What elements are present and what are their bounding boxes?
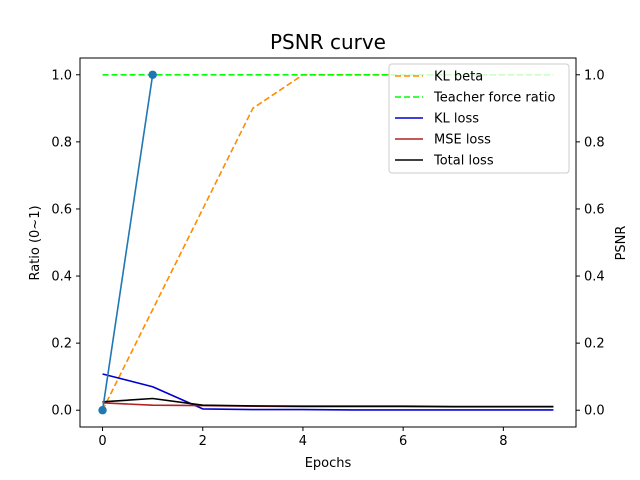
- y2-tick-label: 1.0: [584, 68, 605, 83]
- x-axis-label: Epochs: [305, 456, 352, 471]
- legend-label-kl-beta: KL beta: [434, 70, 483, 85]
- x-tick-label: 4: [299, 434, 307, 449]
- x-tick-label: 6: [399, 434, 407, 449]
- plot-frame: [79, 57, 577, 428]
- legend-label-mse-loss: MSE loss: [434, 133, 491, 148]
- series-line-kl-loss: [102, 373, 554, 411]
- x-tick-label: 0: [98, 434, 106, 449]
- y-tick-label: 0.2: [51, 337, 72, 352]
- y2-tick-label: 0.2: [584, 337, 605, 352]
- legend-label-total-loss: Total loss: [433, 154, 494, 169]
- y-tick-label: 0.4: [51, 270, 72, 285]
- y-tick-label: 0.8: [51, 135, 72, 150]
- axes-layer: 0 2 4 6 8 0.0 0.2 0.4 0.6 0.8 1.0 0.0 0.2 0.4 0.6 0.8 1.…: [51, 57, 605, 449]
- y2-tick-label: 0.8: [584, 135, 605, 150]
- y-tick-label: 1.0: [51, 68, 72, 83]
- x-tick-label: 2: [199, 434, 207, 449]
- legend-label-teacher-force-ratio: Teacher force ratio: [433, 91, 555, 106]
- y2-tick-label: 0.6: [584, 202, 605, 217]
- series-line-total-loss: [102, 397, 554, 408]
- legend-box: [388, 63, 570, 174]
- y-axis-label: Ratio (0~1): [28, 205, 43, 280]
- legend-label-kl-loss: KL loss: [434, 112, 479, 127]
- y2-tick-label: 0.0: [584, 404, 605, 419]
- series-point-psnr-0: [98, 406, 107, 415]
- legend: KL beta Teacher force ratio KL loss MSE los…: [388, 63, 570, 174]
- chart-title: PSNR curve: [270, 30, 386, 54]
- y-tick-label: 0.0: [51, 404, 72, 419]
- y2-tick-label: 0.4: [584, 270, 605, 285]
- y-tick-label: 0.6: [51, 202, 72, 217]
- y2-axis-label: PSNR: [614, 226, 629, 261]
- series-line-psnr: [101, 74, 154, 411]
- x-tick-label: 8: [499, 434, 507, 449]
- series-point-psnr-1: [148, 70, 157, 79]
